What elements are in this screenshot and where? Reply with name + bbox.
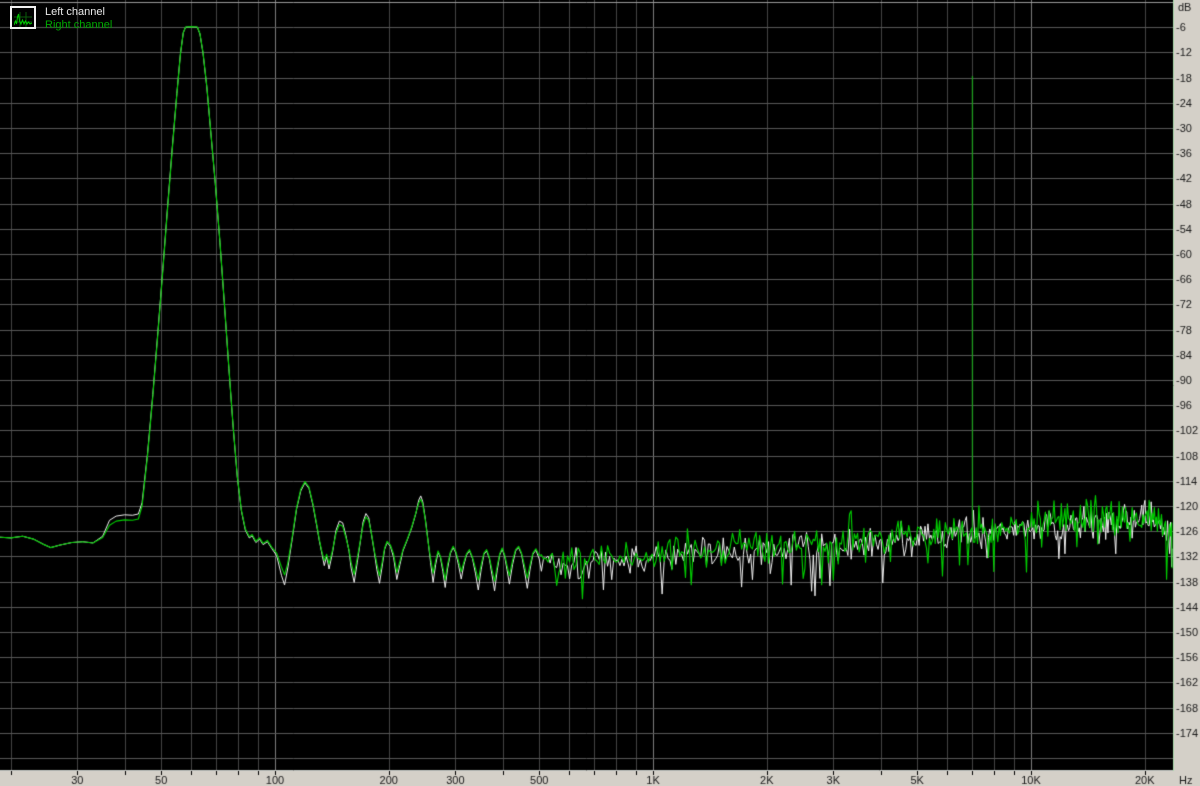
legend: Left channel Right channel (10, 6, 112, 32)
spectrum-icon (10, 6, 36, 29)
legend-right-channel-label: Right channel (45, 19, 113, 31)
spectrum-icon-glyph (14, 12, 32, 27)
legend-left-channel-label: Left channel (45, 6, 105, 18)
